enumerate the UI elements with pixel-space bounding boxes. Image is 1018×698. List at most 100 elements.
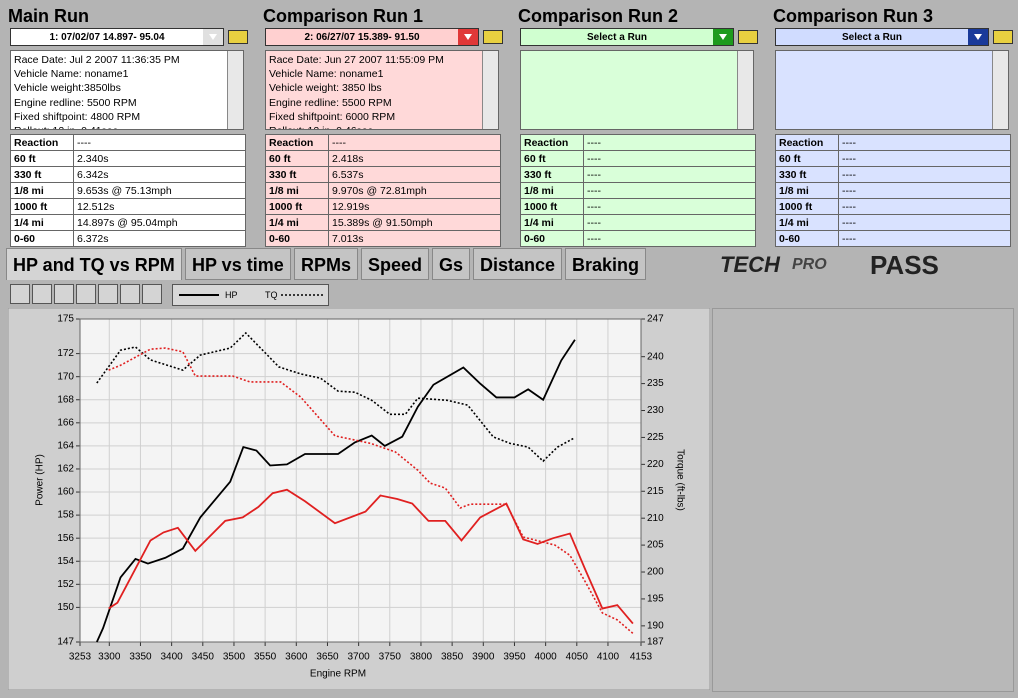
x-tick-label: 3900 <box>472 652 495 663</box>
result-value: 15.389s @ 91.50mph <box>328 214 501 231</box>
tab[interactable]: HP and TQ vs RPM <box>6 248 182 280</box>
tool-button[interactable] <box>120 284 140 304</box>
result-value: 6.537s <box>328 166 501 183</box>
tool-button[interactable] <box>98 284 118 304</box>
run-selector[interactable]: 1: 07/02/07 14.897- 95.04 <box>10 28 224 46</box>
scrollbar[interactable] <box>992 51 1008 129</box>
run-selector[interactable]: Select a Run <box>520 28 734 46</box>
x-tick-label: 4153 <box>630 652 653 663</box>
info-line: Vehicle weight:3850lbs <box>14 82 121 95</box>
tool-button[interactable] <box>54 284 74 304</box>
y-tick-label: 168 <box>57 394 74 405</box>
result-row: 330 ft ---- <box>775 166 1011 183</box>
open-folder[interactable] <box>993 30 1013 44</box>
arrow <box>464 34 472 40</box>
result-value: 7.013s <box>328 230 501 247</box>
info-line: Vehicle Name: noname1 <box>269 68 384 81</box>
x-tick-label: 3950 <box>503 652 526 663</box>
run-title: Main Run <box>8 6 89 26</box>
tool-button[interactable] <box>32 284 52 304</box>
run-selector[interactable]: 2: 06/27/07 15.389- 91.50 <box>265 28 479 46</box>
result-value: ---- <box>838 166 1011 183</box>
run-info <box>520 50 754 130</box>
arrow <box>719 34 727 40</box>
result-label: 1/8 mi <box>520 182 584 199</box>
dropdown-button[interactable] <box>458 29 478 45</box>
result-row: 1000 ft 12.512s <box>10 198 246 215</box>
result-row: 0-60 6.372s <box>10 230 246 247</box>
tab[interactable]: Distance <box>473 248 563 280</box>
logo-product: PASS <box>870 250 939 280</box>
result-value: 9.653s @ 75.13mph <box>73 182 246 199</box>
result-value: 2.418s <box>328 150 501 167</box>
tab[interactable]: Gs <box>432 248 471 280</box>
result-row: 1/8 mi ---- <box>775 182 1011 199</box>
x-axis-label: Engine RPM <box>310 669 366 680</box>
y-tick-label: 154 <box>57 556 74 567</box>
run-title: Comparison Run 1 <box>263 6 424 26</box>
result-row: Reaction ---- <box>265 134 501 151</box>
y-tick-label: 166 <box>57 417 74 428</box>
result-row: Reaction ---- <box>10 134 246 151</box>
run-info <box>775 50 1009 130</box>
scrollbar[interactable] <box>227 51 243 129</box>
scrollbar[interactable] <box>482 51 498 129</box>
results-table: Reaction ---- 60 ft ---- 330 ft ---- 1/8 mi ---… <box>520 134 756 247</box>
tool-button[interactable] <box>142 284 162 304</box>
x-tick-label: 4050 <box>566 652 589 663</box>
dropdown-button[interactable] <box>968 29 988 45</box>
y2-tick-label: 190 <box>647 620 664 631</box>
tab[interactable]: Braking <box>565 248 647 280</box>
result-label: 0-60 <box>520 230 584 247</box>
result-label: 330 ft <box>520 166 584 183</box>
dropdown-button[interactable] <box>713 29 733 45</box>
x-tick-label: 3600 <box>285 652 308 663</box>
result-label: 60 ft <box>520 150 584 167</box>
tool-button[interactable] <box>10 284 30 304</box>
legend[interactable]: HP TQ <box>172 284 329 306</box>
y2-tick-label: 187 <box>647 637 664 648</box>
toolbar: HP TQ <box>10 284 329 306</box>
y2-tick-label: 225 <box>647 432 664 443</box>
result-label: Reaction <box>775 134 839 151</box>
tab[interactable]: Speed <box>361 248 430 280</box>
open-folder[interactable] <box>483 30 503 44</box>
open-folder[interactable] <box>738 30 758 44</box>
result-value: 14.897s @ 95.04mph <box>73 214 246 231</box>
info-line: Engine redline: 5500 RPM <box>269 96 392 109</box>
dropdown-button[interactable] <box>203 29 223 45</box>
result-value: ---- <box>583 134 756 151</box>
y-tick-label: 158 <box>57 510 74 521</box>
result-label: 1000 ft <box>265 198 329 215</box>
result-label: 0-60 <box>265 230 329 247</box>
x-tick-label: 4000 <box>535 652 558 663</box>
run-selector[interactable]: Select a Run <box>775 28 989 46</box>
plot-border <box>79 318 642 643</box>
info-line: Vehicle weight: 3850 lbs <box>269 82 382 95</box>
result-row: Reaction ---- <box>775 134 1011 151</box>
legend-lines <box>179 294 323 296</box>
y2-tick-label: 205 <box>647 540 664 551</box>
info-line: Rollout: 12 in. 0.41sec <box>14 124 240 129</box>
result-label: 330 ft <box>265 166 329 183</box>
result-value: 12.512s <box>73 198 246 215</box>
tab[interactable]: HP vs time <box>185 248 291 280</box>
y-tick-label: 160 <box>57 487 74 498</box>
tab[interactable]: RPMs <box>294 248 359 280</box>
results-table: Reaction ---- 60 ft 2.418s 330 ft 6.537s 1/8 m… <box>265 134 501 247</box>
y-tick-label: 170 <box>57 371 74 382</box>
y2-tick-label: 195 <box>647 594 664 605</box>
result-row: 1/4 mi 14.897s @ 95.04mph <box>10 214 246 231</box>
info-line: Engine redline: 5500 RPM <box>14 96 137 109</box>
scrollbar[interactable] <box>737 51 753 129</box>
y-axis-label: Power (HP) <box>35 454 46 506</box>
result-value: 12.919s <box>328 198 501 215</box>
tool-button[interactable] <box>76 284 96 304</box>
result-row: 0-60 ---- <box>520 230 756 247</box>
result-value: ---- <box>583 182 756 199</box>
open-folder[interactable] <box>228 30 248 44</box>
result-label: 60 ft <box>10 150 74 167</box>
result-label: 1000 ft <box>520 198 584 215</box>
result-label: 60 ft <box>265 150 329 167</box>
